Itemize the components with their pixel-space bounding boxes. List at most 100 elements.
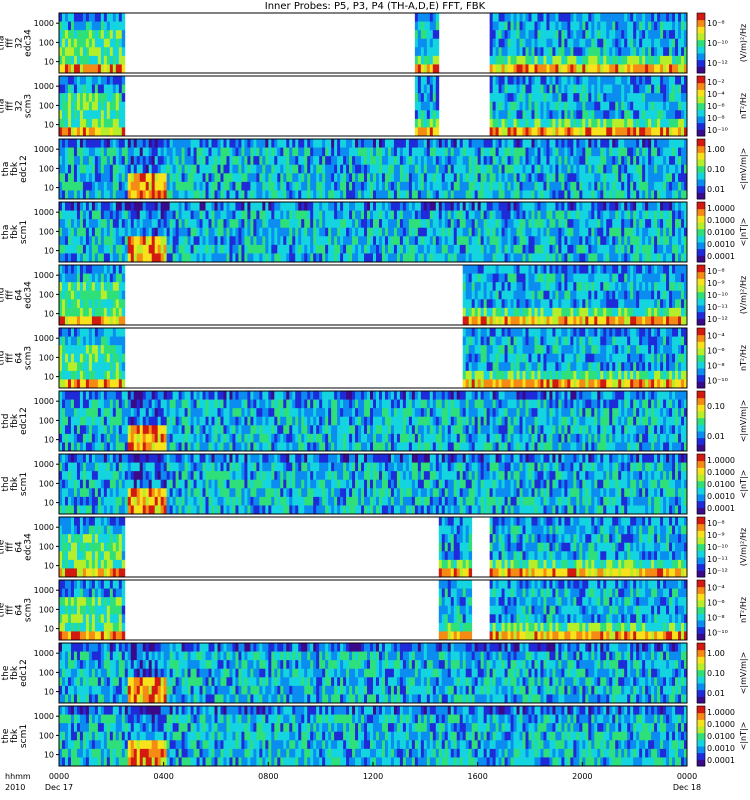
- heatmap-cell: [121, 101, 126, 111]
- heatmap-cell: [612, 273, 616, 283]
- heatmap-cell: [256, 173, 260, 183]
- heatmap-cell: [334, 253, 338, 263]
- colorbar-segment: [697, 172, 705, 180]
- heatmap-cell: [633, 244, 637, 254]
- heatmap-cell: [597, 13, 601, 22]
- heatmap-cell: [540, 164, 544, 174]
- heatmap-cell: [570, 244, 574, 254]
- heatmap-cell: [669, 181, 673, 191]
- y-tick-label: 1000: [34, 208, 54, 217]
- colorbar-segment: [697, 96, 705, 104]
- heatmap-cell: [546, 127, 550, 137]
- heatmap-cell: [408, 253, 413, 263]
- heatmap-cell: [498, 244, 502, 254]
- heatmap-cell: [645, 13, 649, 22]
- heatmap-cell: [97, 290, 102, 300]
- heatmap-cell: [106, 181, 111, 191]
- heatmap-cell: [115, 265, 120, 274]
- heatmap-cell: [325, 253, 329, 263]
- heatmap-cell: [666, 64, 670, 74]
- heatmap-cell: [639, 118, 643, 128]
- heatmap-cell: [157, 244, 162, 254]
- heatmap-cell: [307, 164, 311, 174]
- heatmap-cell: [663, 76, 667, 85]
- heatmap-cell: [501, 173, 505, 183]
- heatmap-cell: [364, 244, 368, 254]
- heatmap-cell: [202, 210, 206, 220]
- heatmap-cell: [127, 190, 132, 200]
- heatmap-cell: [268, 244, 272, 254]
- heatmap-cell: [669, 38, 673, 48]
- heatmap-cell: [214, 244, 218, 254]
- colorbar-tick-label: 0.1000: [707, 216, 735, 225]
- heatmap-cell: [432, 13, 437, 22]
- heatmap-cell: [148, 164, 153, 174]
- heatmap-cell: [423, 93, 428, 103]
- heatmap-cell: [474, 227, 479, 237]
- heatmap-cell: [384, 227, 389, 237]
- heatmap-cell: [684, 30, 688, 40]
- heatmap-cell: [384, 156, 389, 166]
- heatmap-cell: [358, 190, 362, 200]
- heatmap-cell: [331, 227, 335, 237]
- heatmap-cell: [468, 316, 473, 326]
- heatmap-cell: [94, 101, 99, 111]
- heatmap-cell: [417, 202, 422, 211]
- heatmap-cell: [435, 30, 440, 40]
- heatmap-cell: [483, 139, 488, 148]
- heatmap-cell: [519, 273, 523, 283]
- heatmap-cell: [121, 282, 126, 292]
- heatmap-cell: [519, 202, 523, 211]
- heatmap-cell: [582, 299, 586, 309]
- heatmap-cell: [423, 64, 428, 74]
- heatmap-cell: [292, 156, 296, 166]
- heatmap-cell: [271, 173, 275, 183]
- heatmap-cell: [97, 30, 102, 40]
- heatmap-cell: [100, 101, 105, 111]
- heatmap-cell: [429, 253, 434, 263]
- heatmap-cell: [136, 210, 141, 220]
- heatmap-cell: [76, 236, 81, 246]
- heatmap-cell: [483, 273, 488, 283]
- heatmap-cell: [663, 210, 667, 220]
- heatmap-cell: [606, 299, 610, 309]
- heatmap-cell: [492, 21, 497, 31]
- heatmap-cell: [552, 273, 556, 283]
- heatmap-cell: [651, 118, 655, 128]
- heatmap-cell: [259, 139, 263, 148]
- heatmap-cell: [79, 30, 84, 40]
- heatmap-cell: [73, 93, 78, 103]
- heatmap-cell: [88, 273, 93, 283]
- heatmap-cell: [199, 156, 203, 166]
- heatmap-cell: [313, 210, 317, 220]
- heatmap-cell: [501, 64, 505, 74]
- heatmap-cell: [555, 13, 559, 22]
- heatmap-cell: [501, 38, 505, 48]
- heatmap-cell: [85, 127, 90, 137]
- heatmap-cell: [417, 236, 422, 246]
- heatmap-cell: [573, 290, 577, 300]
- heatmap-cell: [417, 253, 422, 263]
- heatmap-cell: [220, 236, 224, 246]
- heatmap-cell: [531, 173, 535, 183]
- heatmap-cell: [525, 227, 529, 237]
- heatmap-cell: [109, 127, 114, 137]
- heatmap-cell: [85, 30, 90, 40]
- heatmap-cell: [387, 236, 392, 246]
- heatmap-cell: [97, 21, 102, 31]
- y-tick-label: 10: [44, 247, 54, 256]
- heatmap-cell: [651, 253, 655, 263]
- heatmap-cell: [118, 253, 123, 263]
- heatmap-cell: [579, 127, 583, 137]
- heatmap-cell: [645, 118, 649, 128]
- heatmap-cell: [477, 244, 482, 254]
- heatmap-cell: [337, 244, 341, 254]
- heatmap-cell: [438, 156, 443, 166]
- heatmap-cell: [169, 210, 174, 220]
- heatmap-cell: [118, 210, 123, 220]
- heatmap-cell: [537, 55, 541, 65]
- heatmap-cell: [187, 219, 191, 229]
- heatmap-cell: [313, 156, 317, 166]
- heatmap-cell: [313, 253, 317, 263]
- heatmap-cell: [501, 21, 505, 31]
